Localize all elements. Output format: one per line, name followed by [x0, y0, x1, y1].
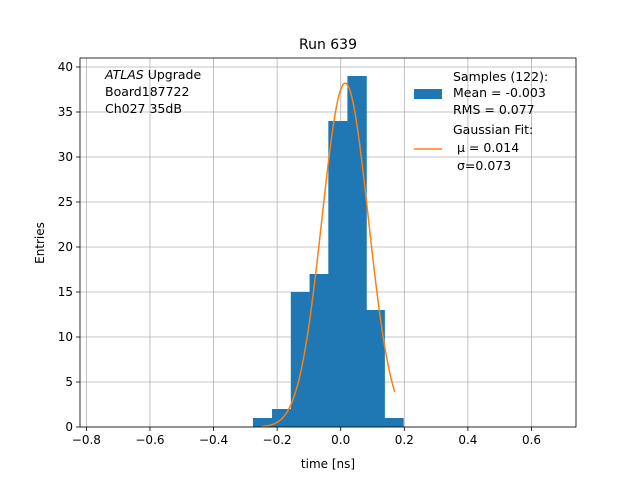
x-tick-label: −0.4	[199, 433, 228, 447]
x-axis-label: time [ns]	[301, 457, 355, 471]
grid	[80, 58, 576, 428]
histogram-bar	[366, 310, 385, 427]
x-tick-label: 0.6	[522, 433, 541, 447]
legend-fit-mu: μ = 0.014	[457, 140, 519, 155]
x-tick-label: −0.2	[263, 433, 292, 447]
gaussian-fit-line	[261, 82, 396, 428]
axes-frame	[79, 57, 577, 428]
legend-samples-rms: RMS = 0.077	[453, 102, 535, 117]
histogram-bar	[309, 274, 329, 427]
y-tick-label: 15	[58, 285, 73, 299]
annotation-atlas: ATLAS	[104, 67, 144, 82]
chart-title: Run 639	[299, 37, 357, 53]
y-tick-label: 40	[58, 60, 73, 74]
x-tick-label: −0.8	[72, 433, 101, 447]
y-tick-label: 20	[58, 240, 73, 254]
histogram-bar	[328, 121, 348, 427]
legend-samples-mean: Mean = -0.003	[453, 85, 546, 100]
y-tick-label: 35	[58, 105, 73, 119]
histogram-bar	[252, 418, 273, 427]
y-tick-label: 0	[65, 420, 73, 434]
legend-samples-patch	[414, 89, 442, 99]
histogram-bar	[384, 418, 404, 427]
annotation-channel: Ch027 35dB	[105, 101, 182, 116]
y-tick-label: 10	[58, 330, 73, 344]
svg-text:ATLAS Upgrade: ATLAS Upgrade	[104, 67, 201, 82]
x-tick-label: 0.0	[331, 433, 350, 447]
ticks: −0.8 −0.6 −0.4 −0.2 0.0 0.2 0.4 0.6 0 5 10 15 20 25 30…	[58, 60, 541, 447]
annotation: ATLAS Upgrade Board187722 Ch027 35dB	[104, 67, 201, 116]
y-tick-label: 30	[58, 150, 73, 164]
legend: Samples (122): Mean = -0.003 RMS = 0.077…	[414, 69, 548, 173]
x-tick-label: 0.2	[395, 433, 414, 447]
bars	[252, 76, 404, 427]
y-axis-label: Entries	[33, 222, 47, 264]
legend-fit-title: Gaussian Fit:	[453, 122, 533, 137]
legend-samples-title: Samples (122):	[453, 69, 548, 84]
annotation-board: Board187722	[105, 84, 189, 99]
x-tick-label: −0.6	[135, 433, 164, 447]
y-tick-label: 25	[58, 195, 73, 209]
annotation-upgrade: Upgrade	[144, 67, 202, 82]
histogram-bar	[290, 292, 310, 427]
y-tick-label: 5	[65, 375, 73, 389]
x-tick-label: 0.4	[458, 433, 477, 447]
legend-fit-sigma: σ=0.073	[457, 158, 511, 173]
